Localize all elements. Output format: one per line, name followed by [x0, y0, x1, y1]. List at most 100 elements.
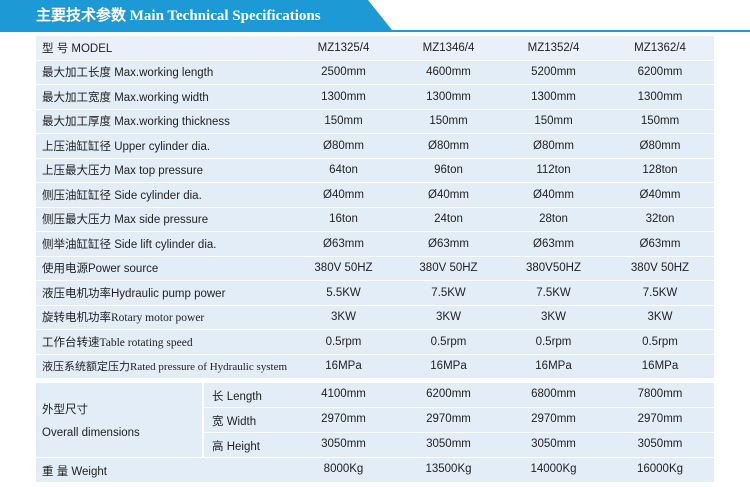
table-row-weight: 重 量 Weight 8000Kg 13500Kg 14000Kg 16000K… — [36, 458, 714, 482]
cell-value: 4600mm — [396, 60, 501, 84]
cell-value: Ø80mm — [501, 134, 606, 158]
row-label: 使用电源Power source — [36, 256, 291, 280]
cell-value: 5200mm — [501, 60, 606, 84]
cell-value: 380V50HZ — [501, 256, 606, 280]
cell-value: 32ton — [606, 207, 714, 231]
cell-value: Ø63mm — [501, 232, 606, 256]
table-row: 液压系统额定压力Rated pressure of Hydraulic syst… — [36, 354, 714, 378]
row-label: 上压油缸缸径 Upper cylinder dia. — [36, 134, 291, 158]
dimensions-label: 外型尺寸 Overall dimensions — [36, 383, 202, 457]
header: 主要技术参数 Main Technical Specifications — [0, 0, 750, 34]
cell-value: 5.5KW — [291, 281, 396, 305]
row-label: 液压系统额定压力Rated pressure of Hydraulic syst… — [36, 354, 291, 378]
cell-value: 7.5KW — [501, 281, 606, 305]
row-label: 侧压油缸缸径 Side cylinder dia. — [36, 183, 291, 207]
cell-value: Ø40mm — [606, 183, 714, 207]
cell-value: 8000Kg — [323, 463, 364, 475]
cell-value: Ø40mm — [291, 183, 396, 207]
cell-value: 380V 50HZ — [606, 256, 714, 280]
row-label: 工作台转速Table rotating speed — [36, 330, 291, 354]
dimension-label: 长 Length — [212, 391, 262, 403]
cell-value: 96ton — [396, 158, 501, 182]
cell-value: 2500mm — [291, 60, 396, 84]
dimension-row-height: 高 Height 3050mm 3050mm 3050mm 3050mm — [204, 433, 714, 457]
cell-value: 4100mm — [321, 388, 366, 400]
cell-value: 112ton — [501, 158, 606, 182]
cell-value: 0.5rpm — [396, 330, 501, 354]
cell-value: 2970mm — [637, 413, 683, 425]
cell-value: Ø80mm — [606, 134, 714, 158]
cell-value: 0.5rpm — [291, 330, 396, 354]
cell-value: 150mm — [501, 109, 606, 133]
row-label: 上压最大压力 Max top pressure — [36, 158, 291, 182]
table-row: 最大加工厚度 Max.working thickness 150mm 150mm… — [36, 109, 714, 133]
cell-value: 3050mm — [321, 438, 366, 450]
row-label: 侧举油缸缸径 Side lift cylinder dia. — [36, 232, 291, 256]
cell-value: 380V 50HZ — [291, 256, 396, 280]
table-row: 上压最大压力 Max top pressure 64ton 96ton 112t… — [36, 158, 714, 182]
header-divider — [0, 30, 750, 32]
table-row: 使用电源Power source 380V 50HZ 380V 50HZ 380… — [36, 256, 714, 280]
cell-value: 150mm — [606, 109, 714, 133]
cell-value: 7800mm — [637, 388, 683, 400]
cell-value: 0.5rpm — [501, 330, 606, 354]
row-label: 侧压最大压力 Max side pressure — [36, 207, 291, 231]
cell-value: Ø80mm — [396, 134, 501, 158]
cell-value: 24ton — [396, 207, 501, 231]
dimensions-label-en: Overall dimensions — [42, 427, 140, 439]
table-row: 侧压油缸缸径 Side cylinder dia. Ø40mm Ø40mm Ø4… — [36, 183, 714, 207]
table-row: 最大加工长度 Max.working length 2500mm 4600mm … — [36, 60, 714, 84]
cell-value: 3KW — [501, 305, 606, 329]
cell-value: 6200mm — [426, 388, 471, 400]
cell-value: 13500Kg — [425, 463, 472, 475]
table-row: 侧压最大压力 Max side pressure 16ton 24ton 28t… — [36, 207, 714, 231]
table-row: 最大加工宽度 Max.working width 1300mm 1300mm 1… — [36, 85, 714, 109]
cell-value: 1300mm — [396, 85, 501, 109]
cell-value: 16MPa — [396, 354, 501, 378]
cell-value: 3050mm — [426, 438, 471, 450]
dimensions-label-cn: 外型尺寸 — [42, 404, 88, 416]
cell-value: Ø80mm — [291, 134, 396, 158]
model-name: MZ1346/4 — [396, 36, 501, 60]
row-label: 液压电机功率Hydraulic pump power — [36, 281, 291, 305]
model-label: 型 号 MODEL — [36, 36, 291, 60]
cell-value: 3KW — [291, 305, 396, 329]
cell-value: 128ton — [606, 158, 714, 182]
cell-value: 1300mm — [606, 85, 714, 109]
row-label: 最大加工厚度 Max.working thickness — [36, 109, 291, 133]
dimension-row-width: 宽 Width 2970mm 2970mm 2970mm 2970mm — [204, 408, 714, 432]
table-row: 旋转电机功率Rotary motor power 3KW 3KW 3KW 3KW — [36, 305, 714, 329]
header-banner — [0, 0, 392, 30]
dimension-label: 宽 Width — [212, 416, 257, 428]
row-label: 最大加工长度 Max.working length — [36, 60, 291, 84]
table-row: 上压油缸缸径 Upper cylinder dia. Ø80mm Ø80mm Ø… — [36, 134, 714, 158]
cell-value: 6800mm — [531, 388, 576, 400]
cell-value: 28ton — [501, 207, 606, 231]
cell-value: 3050mm — [637, 438, 683, 450]
cell-value: Ø40mm — [396, 183, 501, 207]
cell-value: 3050mm — [531, 438, 576, 450]
cell-value: 64ton — [291, 158, 396, 182]
cell-value: Ø63mm — [291, 232, 396, 256]
cell-value: 3KW — [606, 305, 714, 329]
cell-value: 2970mm — [426, 413, 471, 425]
cell-value: 16000Kg — [636, 463, 684, 475]
cell-value: 1300mm — [501, 85, 606, 109]
cell-value: Ø63mm — [606, 232, 714, 256]
row-label: 重 量 Weight — [42, 466, 107, 478]
cell-value: 3KW — [396, 305, 501, 329]
table-row: 液压电机功率Hydraulic pump power 5.5KW 7.5KW 7… — [36, 281, 714, 305]
cell-value: 380V 50HZ — [396, 256, 501, 280]
cell-value: Ø63mm — [396, 232, 501, 256]
cell-value: 7.5KW — [396, 281, 501, 305]
page-title: 主要技术参数 Main Technical Specifications — [36, 8, 321, 24]
table-row-model: 型 号 MODEL MZ1325/4 MZ1346/4 MZ1352/4 MZ1… — [36, 36, 714, 60]
cell-value: 16MPa — [606, 354, 714, 378]
cell-value: 2970mm — [531, 413, 576, 425]
row-label: 最大加工宽度 Max.working width — [36, 85, 291, 109]
model-name: MZ1362/4 — [606, 36, 714, 60]
cell-value: 150mm — [291, 109, 396, 133]
cell-value: 7.5KW — [606, 281, 714, 305]
cell-value: 16MPa — [291, 354, 396, 378]
model-name: MZ1352/4 — [501, 36, 606, 60]
